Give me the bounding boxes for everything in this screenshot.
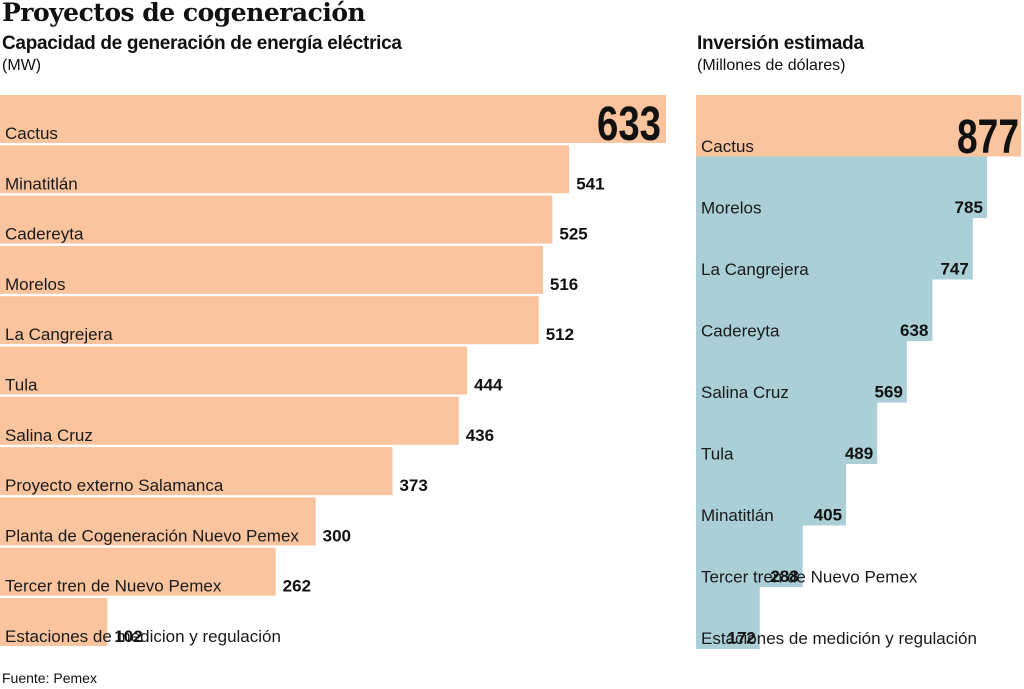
investment-bar bbox=[696, 402, 878, 464]
capacity-bar bbox=[0, 195, 553, 244]
investment-value-label: 638 bbox=[900, 321, 928, 340]
investment-bar bbox=[696, 587, 760, 649]
capacity-category-label: Tercer tren de Nuevo Pemex bbox=[5, 577, 222, 596]
investment-value-label: 288 bbox=[770, 567, 798, 586]
capacity-bar bbox=[0, 346, 468, 395]
investment-category-label: Tercer tren de Nuevo Pemex bbox=[701, 568, 918, 587]
investment-value-label: 569 bbox=[874, 383, 902, 402]
capacity-value-label: 516 bbox=[550, 275, 578, 294]
right-chart-title: Inversión estimada bbox=[697, 33, 864, 54]
investment-bar bbox=[696, 464, 847, 526]
capacity-bar bbox=[0, 296, 539, 345]
investment-bar bbox=[696, 95, 1021, 157]
capacity-bar bbox=[0, 245, 543, 294]
investment-bar bbox=[696, 525, 803, 587]
capacity-value-label: 102 bbox=[114, 627, 142, 646]
investment-category-label: Morelos bbox=[701, 199, 761, 218]
capacity-category-label: Proyecto externo Salamanca bbox=[5, 476, 224, 495]
investment-value-label: 785 bbox=[955, 198, 983, 217]
investment-category-label: La Cangrejera bbox=[701, 260, 809, 279]
capacity-bar bbox=[0, 95, 666, 143]
capacity-bar bbox=[0, 497, 316, 546]
investment-bar bbox=[696, 279, 933, 341]
capacity-value-label: 444 bbox=[474, 376, 503, 395]
capacity-category-label: Minatitlán bbox=[5, 174, 78, 193]
capacity-category-label: Cadereyta bbox=[5, 225, 84, 244]
right-chart-unit: (Millones de dólares) bbox=[697, 57, 846, 74]
capacity-category-label: Morelos bbox=[5, 275, 65, 294]
capacity-bar bbox=[0, 547, 276, 596]
capacity-value-label: 633 bbox=[597, 98, 661, 151]
capacity-bar bbox=[0, 598, 108, 646]
investment-value-label: 489 bbox=[845, 444, 873, 463]
investment-value-label: 747 bbox=[940, 260, 968, 279]
capacity-bar bbox=[0, 396, 459, 445]
investment-category-label: Salina Cruz bbox=[701, 383, 789, 402]
left-chart-unit: (MW) bbox=[2, 57, 42, 74]
capacity-value-label: 525 bbox=[559, 225, 587, 244]
capacity-value-label: 541 bbox=[576, 174, 604, 193]
capacity-category-label: Salina Cruz bbox=[5, 426, 93, 445]
investment-category-label: Cadereyta bbox=[701, 322, 780, 341]
investment-category-label: Estaciones de medición y regulación bbox=[701, 629, 977, 648]
investment-bar bbox=[696, 156, 987, 218]
capacity-category-label: La Cangrejera bbox=[5, 325, 113, 344]
capacity-bar bbox=[0, 447, 393, 496]
investment-bar bbox=[696, 341, 907, 403]
investment-category-label: Cactus bbox=[701, 137, 754, 156]
capacity-category-label: Planta de Cogeneración Nuevo Pemex bbox=[5, 526, 299, 545]
capacity-category-label: Tula bbox=[5, 376, 38, 395]
capacity-bar bbox=[0, 145, 570, 194]
left-chart-title: Capacidad de generación de energía eléct… bbox=[2, 33, 402, 54]
capacity-value-label: 262 bbox=[283, 577, 311, 596]
investment-bar bbox=[696, 218, 973, 280]
capacity-value-label: 373 bbox=[399, 476, 427, 495]
capacity-category-label: Estaciones de medicion y regulación bbox=[5, 627, 281, 646]
investment-value-label: 405 bbox=[814, 506, 842, 525]
investment-value-label: 172 bbox=[727, 629, 755, 648]
investment-category-label: Minatitlán bbox=[701, 506, 774, 525]
source-note: Fuente: Pemex bbox=[2, 670, 97, 686]
capacity-value-label: 512 bbox=[546, 325, 574, 344]
capacity-value-label: 436 bbox=[466, 426, 494, 445]
investment-value-label: 877 bbox=[957, 111, 1019, 164]
investment-category-label: Tula bbox=[701, 445, 734, 464]
capacity-value-label: 300 bbox=[323, 526, 351, 545]
chart-title: Proyectos de cogeneración bbox=[2, 0, 366, 27]
capacity-category-label: Cactus bbox=[5, 124, 58, 143]
